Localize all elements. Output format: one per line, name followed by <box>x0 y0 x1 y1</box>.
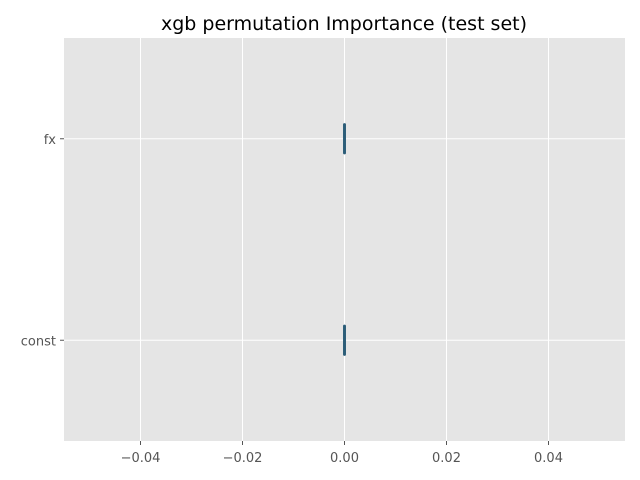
x-tick-label: −0.04 <box>121 451 161 466</box>
x-tick-label: 0.04 <box>534 451 563 466</box>
box-const <box>343 324 346 356</box>
x-axis: −0.04 −0.02 0.00 0.02 0.04 <box>121 441 563 466</box>
y-tick-label: const <box>21 334 56 349</box>
box-marks <box>343 123 346 356</box>
box-fx <box>343 123 346 155</box>
x-tick-label: −0.02 <box>223 451 263 466</box>
y-axis: const fx <box>21 133 64 349</box>
chart-title: xgb permutation Importance (test set) <box>161 13 527 35</box>
x-tick-label: 0.02 <box>432 451 461 466</box>
x-tick-label: 0.00 <box>330 451 359 466</box>
y-tick-label: fx <box>44 133 57 148</box>
